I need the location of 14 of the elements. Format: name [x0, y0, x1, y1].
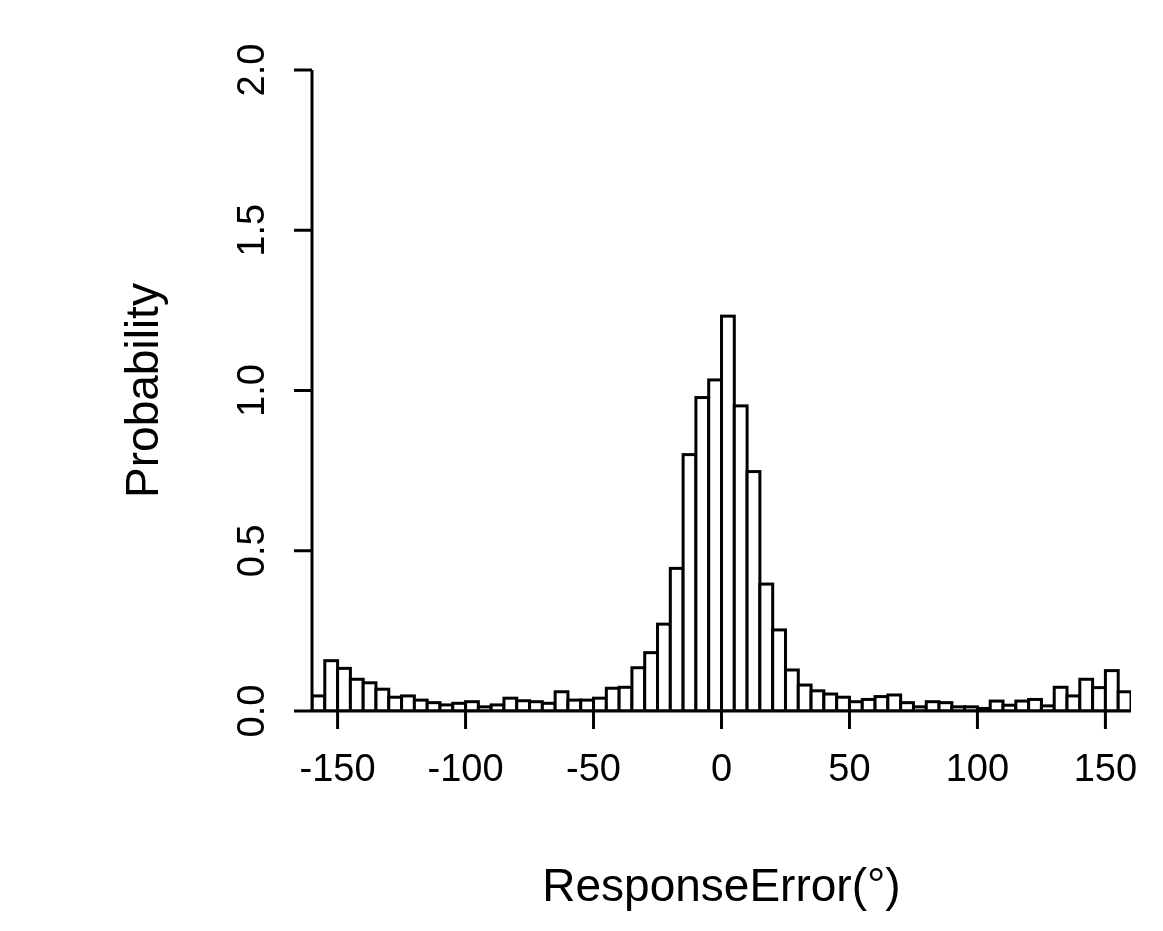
x-tick-label: -150 [299, 747, 376, 789]
x-tick-label: 150 [1073, 747, 1138, 789]
x-axis-title: ResponseError(°) [542, 859, 901, 911]
y-axis-title: Probability [116, 283, 168, 498]
x-tick-label: -50 [566, 747, 621, 789]
y-tick-label: 0.5 [230, 524, 272, 578]
x-tick-label: 0 [710, 747, 733, 789]
y-tick-label: 0.0 [230, 684, 272, 738]
y-tick-label: 1.5 [230, 203, 272, 257]
x-tick-label: 100 [945, 747, 1010, 789]
y-tick-label: 1.0 [230, 364, 272, 417]
x-tick-label: 50 [828, 747, 871, 789]
y-tick-label: 2.0 [230, 43, 272, 97]
x-tick-label: -100 [427, 747, 504, 789]
